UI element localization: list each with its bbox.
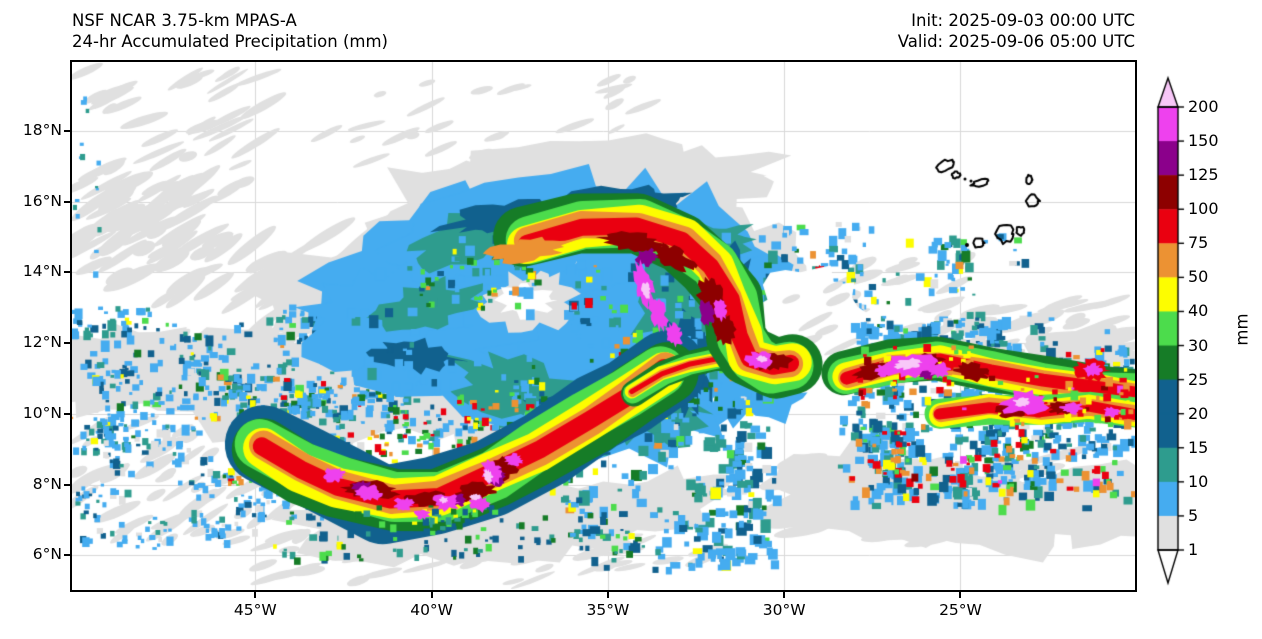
x-tick-mark [959,592,962,598]
y-tick-label: 18°N [22,120,62,139]
colorbar-tick-label: 15 [1188,437,1209,457]
x-tick-mark [606,592,609,598]
colorbar-tick-label: 40 [1188,301,1209,321]
plot-title: NSF NCAR 3.75-km MPAS-A 24-hr Accumulate… [72,10,388,52]
colorbar-tick-label: 20 [1188,403,1209,423]
valid-time-label: Valid: 2025-09-06 05:00 UTC [897,32,1135,51]
plot-title-line2: 24-hr Accumulated Precipitation (mm) [72,32,388,51]
x-tick-mark [430,592,433,598]
colorbar-tick-label: 150 [1188,131,1219,151]
init-time-label: Init: 2025-09-03 00:00 UTC [911,11,1135,30]
x-tick-label: 45°W [233,601,277,619]
colorbar-unit-label: mm [1232,313,1252,346]
x-tick-mark [783,592,786,598]
x-tick-label: 30°W [762,601,806,619]
colorbar-tick-label: 125 [1188,165,1219,185]
colorbar-tick-label: 10 [1188,471,1209,491]
y-tick-mark [64,412,70,415]
precipitation-map [72,62,1135,590]
colorbar [1150,70,1262,590]
colorbar-tick-label: 50 [1188,267,1209,287]
colorbar-tick-label: 1 [1188,540,1199,559]
y-tick-label: 6°N [32,545,62,564]
colorbar-tick-label: 5 [1188,505,1199,525]
x-tick-mark [254,592,257,598]
plot-title-line1: NSF NCAR 3.75-km MPAS-A [72,11,297,30]
y-tick-mark [64,483,70,486]
x-tick-label: 40°W [410,601,454,619]
y-tick-mark [64,342,70,345]
x-tick-label: 35°W [586,601,630,619]
colorbar-tick-label: 25 [1188,369,1209,389]
colorbar-tick-label: 200 [1188,97,1219,116]
colorbar-tick-label: 30 [1188,335,1209,355]
y-tick-label: 14°N [22,262,62,281]
y-tick-label: 12°N [22,333,62,352]
y-tick-mark [64,200,70,203]
run-time-info: Init: 2025-09-03 00:00 UTC Valid: 2025-0… [898,10,1135,52]
colorbar-tick-label: 75 [1188,233,1209,253]
x-tick-label: 25°W [939,601,982,619]
y-tick-mark [64,129,70,132]
colorbar-tick-label: 100 [1188,199,1219,219]
y-tick-label: 16°N [22,191,62,210]
y-tick-label: 10°N [22,403,62,422]
y-tick-label: 8°N [32,474,62,493]
y-tick-mark [64,554,70,557]
y-tick-mark [64,271,70,274]
